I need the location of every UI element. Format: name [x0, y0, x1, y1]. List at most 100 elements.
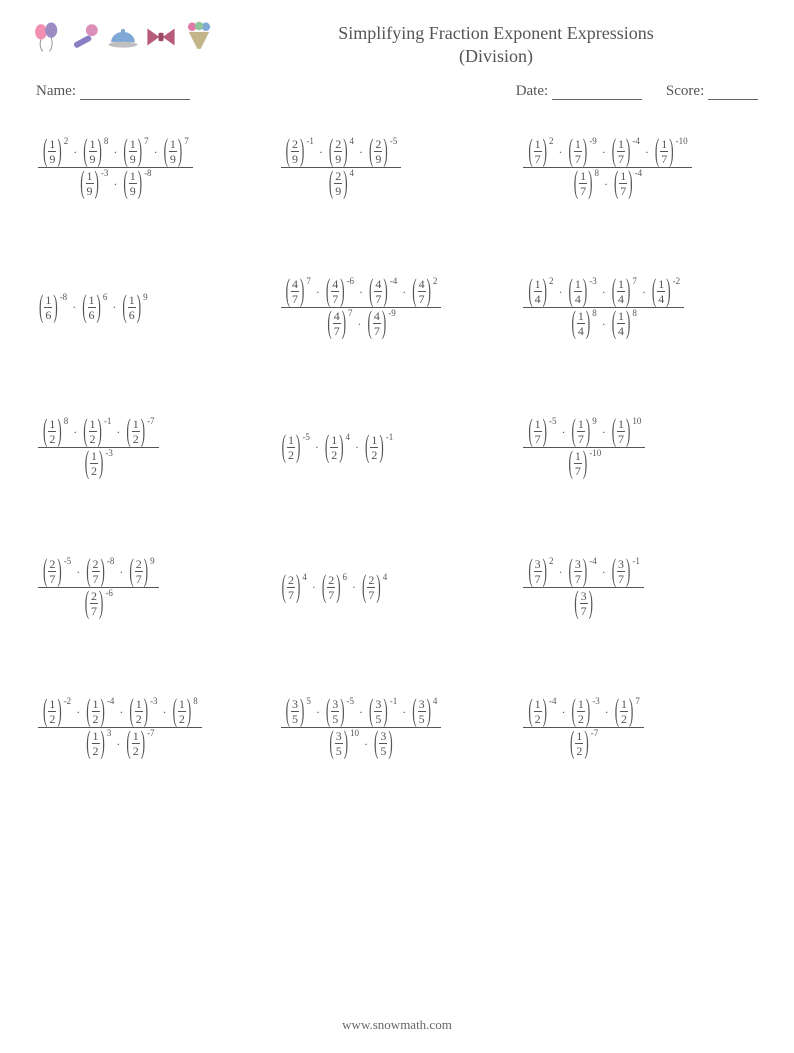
header: Simplifying Fraction Exponent Expression…: [30, 20, 764, 69]
name-blank[interactable]: [80, 84, 190, 100]
problem-6: ( 14 )2 · ( 14 )-3 · ( 14 )7 · ( 14 )-2 …: [523, 268, 756, 348]
title-line-1: Simplifying Fraction Exponent Expression…: [228, 22, 764, 45]
term: ( 35 ): [373, 730, 394, 757]
term: ( 16 )6: [81, 294, 107, 321]
microphone-icon: [68, 20, 102, 54]
term: ( 19 )-3: [79, 170, 108, 197]
term: ( 19 )-8: [122, 170, 151, 197]
term: ( 27 )6: [321, 574, 347, 601]
term: ( 47 )7: [285, 278, 311, 305]
term: ( 47 )-9: [367, 310, 396, 337]
term: ( 35 )-1: [368, 698, 397, 725]
problem-7: ( 12 )8 · ( 12 )-1 · ( 12 )-7 ( 12 )-3: [38, 408, 271, 488]
term: ( 19 )8: [82, 138, 108, 165]
big-fraction: ( 29 )-1 · ( 29 )4 · ( 29 )-5 ( 29 )4: [281, 138, 402, 197]
term: ( 47 )-4: [368, 278, 397, 305]
big-fraction: ( 19 )2 · ( 19 )8 · ( 19 )7 · ( 19 )7 ( …: [38, 138, 193, 197]
term: ( 12 )-7: [125, 730, 154, 757]
big-fraction: ( 14 )2 · ( 14 )-3 · ( 14 )7 · ( 14 )-2 …: [523, 278, 684, 337]
term: ( 14 )-3: [568, 278, 597, 305]
term: ( 47 )7: [326, 310, 352, 337]
big-fraction: ( 12 )-4 · ( 12 )-3 · ( 12 )7 ( 12 )-7: [523, 698, 644, 757]
term: ( 17 )9: [571, 418, 597, 445]
problem-4: ( 16 )-8 · ( 16 )6 · ( 16 )9: [38, 268, 271, 348]
title-line-2: (Division): [228, 45, 764, 68]
problem-grid: ( 19 )2 · ( 19 )8 · ( 19 )7 · ( 19 )7 ( …: [30, 128, 764, 768]
term: ( 17 )-10: [568, 450, 602, 477]
term: ( 12 )4: [324, 434, 350, 461]
term: ( 12 )8: [42, 418, 68, 445]
term: ( 12 )-3: [84, 450, 113, 477]
term: ( 19 )2: [42, 138, 68, 165]
term: ( 16 )-8: [38, 294, 67, 321]
term: ( 12 )8: [172, 698, 198, 725]
big-fraction: ( 12 )8 · ( 12 )-1 · ( 12 )-7 ( 12 )-3: [38, 418, 159, 477]
term: ( 19 )7: [163, 138, 189, 165]
big-fraction: ( 12 )-2 · ( 12 )-4 · ( 12 )-3 · ( 12 )8…: [38, 698, 202, 757]
date-label: Date:: [516, 83, 642, 100]
term: ( 14 )8: [571, 310, 597, 337]
big-fraction: ( 35 )5 · ( 35 )-5 · ( 35 )-1 · ( 35 )4 …: [281, 698, 442, 757]
term: ( 19 )7: [122, 138, 148, 165]
dish-icon: [106, 20, 140, 54]
term: ( 12 )-4: [85, 698, 114, 725]
term: ( 47 )-6: [325, 278, 354, 305]
term: ( 17 )-10: [654, 138, 688, 165]
term: ( 17 )-4: [613, 170, 642, 197]
term: ( 12 )-2: [42, 698, 71, 725]
date-blank[interactable]: [552, 84, 642, 100]
name-label: Name:: [36, 83, 190, 100]
term: ( 37 )2: [527, 558, 553, 585]
term: ( 29 )-1: [285, 138, 314, 165]
icon-row: [30, 20, 216, 54]
title: Simplifying Fraction Exponent Expression…: [228, 20, 764, 69]
term: ( 12 )-1: [364, 434, 393, 461]
term: ( 29 )-5: [368, 138, 397, 165]
term: ( 12 )-3: [128, 698, 157, 725]
term: ( 16 )9: [121, 294, 147, 321]
problem-12: ( 37 )2 · ( 37 )-4 · ( 37 )-1 ( 37 ): [523, 548, 756, 628]
term: ( 17 )-4: [611, 138, 640, 165]
problem-2: ( 29 )-1 · ( 29 )4 · ( 29 )-5 ( 29 )4: [281, 128, 514, 208]
bowtie-icon: [144, 20, 178, 54]
term: ( 35 )10: [328, 730, 359, 757]
problem-1: ( 19 )2 · ( 19 )8 · ( 19 )7 · ( 19 )7 ( …: [38, 128, 271, 208]
term: ( 12 )-3: [571, 698, 600, 725]
problem-10: ( 27 )-5 · ( 27 )-8 · ( 27 )9 ( 27 )-6: [38, 548, 271, 628]
term: ( 12 )7: [614, 698, 640, 725]
term: ( 14 )7: [611, 278, 637, 305]
meta-row: Name: Date: Score:: [36, 83, 758, 100]
score-blank[interactable]: [708, 84, 758, 100]
term: ( 35 )-5: [325, 698, 354, 725]
term: ( 27 )-6: [84, 590, 113, 617]
big-fraction: ( 17 )-5 · ( 17 )9 · ( 17 )10 ( 17 )-10: [523, 418, 645, 477]
term: ( 17 )8: [573, 170, 599, 197]
big-fraction: ( 17 )2 · ( 17 )-9 · ( 17 )-4 · ( 17 )-1…: [523, 138, 691, 197]
problem-13: ( 12 )-2 · ( 12 )-4 · ( 12 )-3 · ( 12 )8…: [38, 688, 271, 768]
term: ( 17 )2: [527, 138, 553, 165]
term: ( 47 )2: [411, 278, 437, 305]
term: ( 12 )-4: [527, 698, 556, 725]
big-fraction: ( 47 )7 · ( 47 )-6 · ( 47 )-4 · ( 47 )2 …: [281, 278, 442, 337]
problem-15: ( 12 )-4 · ( 12 )-3 · ( 12 )7 ( 12 )-7: [523, 688, 756, 768]
term: ( 17 )-9: [568, 138, 597, 165]
term: ( 14 )2: [527, 278, 553, 305]
term: ( 35 )5: [285, 698, 311, 725]
term: ( 27 )-8: [85, 558, 114, 585]
problem-11: ( 27 )4 · ( 27 )6 · ( 27 )4: [281, 548, 514, 628]
term: ( 14 )-2: [651, 278, 680, 305]
term: ( 27 )4: [281, 574, 307, 601]
problem-14: ( 35 )5 · ( 35 )-5 · ( 35 )-1 · ( 35 )4 …: [281, 688, 514, 768]
footer: www.snowmath.com: [0, 1017, 794, 1033]
problem-9: ( 17 )-5 · ( 17 )9 · ( 17 )10 ( 17 )-10: [523, 408, 756, 488]
term: ( 29 )4: [328, 170, 354, 197]
term: ( 27 )-5: [42, 558, 71, 585]
term: ( 37 )-4: [568, 558, 597, 585]
score-label: Score:: [666, 83, 758, 100]
term: ( 12 )-5: [281, 434, 310, 461]
term: ( 37 )-1: [611, 558, 640, 585]
term: ( 29 )4: [328, 138, 354, 165]
big-fraction: ( 27 )-5 · ( 27 )-8 · ( 27 )9 ( 27 )-6: [38, 558, 159, 617]
term: ( 12 )3: [85, 730, 111, 757]
term: ( 35 )4: [411, 698, 437, 725]
